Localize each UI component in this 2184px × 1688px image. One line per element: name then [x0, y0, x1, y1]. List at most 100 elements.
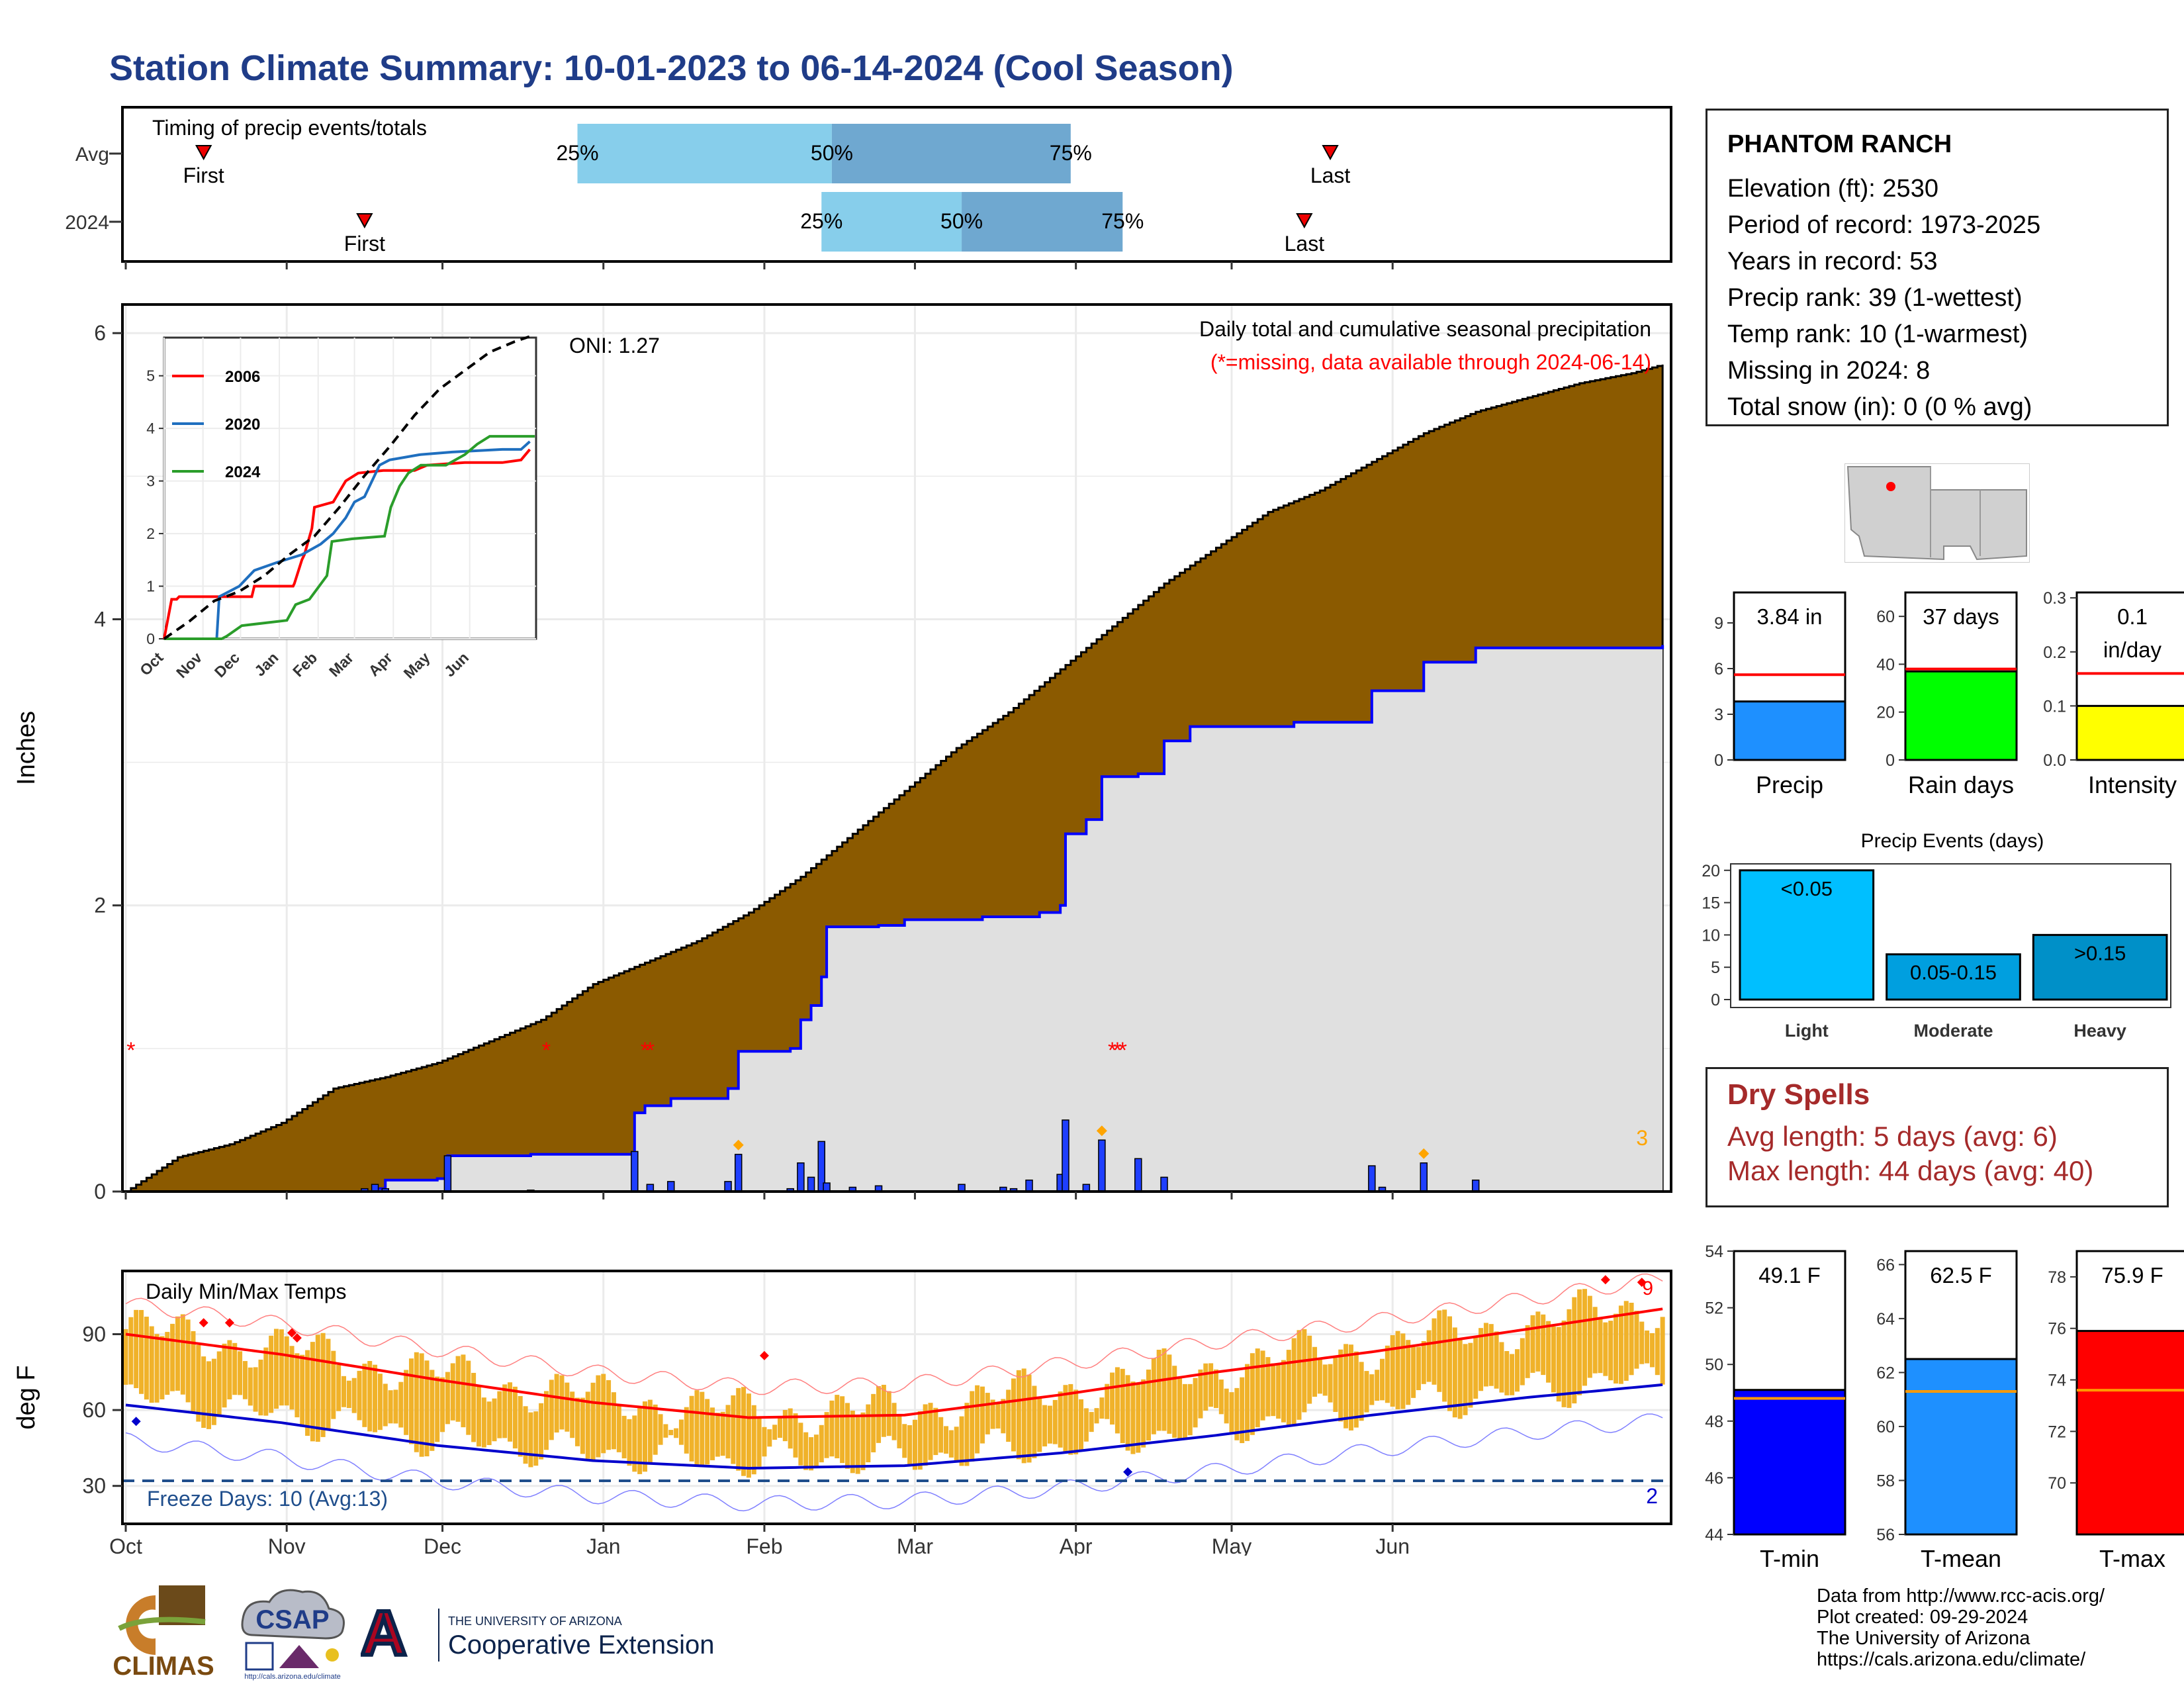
- temp-daily-bar: [393, 1389, 398, 1424]
- temp-daily-bar: [1375, 1370, 1380, 1401]
- temp-daily-bar: [263, 1347, 269, 1416]
- summary-y-tick-label: 44: [1705, 1526, 1723, 1544]
- temp-daily-bar: [700, 1391, 705, 1468]
- timing-last-marker: [1296, 213, 1313, 229]
- precip-events-bar-label: <0.05: [1781, 877, 1833, 900]
- temp-daily-bar: [1634, 1311, 1639, 1369]
- credit-date: Plot created: 09-29-2024: [1817, 1607, 2028, 1628]
- temp-daily-bar: [1042, 1405, 1048, 1447]
- timing-p75-label: 75%: [1101, 209, 1144, 233]
- temp-daily-bar: [289, 1346, 295, 1410]
- temp-daily-bar: [694, 1390, 700, 1467]
- temp-daily-bar: [1333, 1358, 1338, 1412]
- temp-daily-bar: [559, 1375, 565, 1430]
- temp-daily-bar: [954, 1427, 959, 1463]
- temp-daily-bar: [331, 1350, 336, 1419]
- temp-daily-bars: [123, 1289, 1665, 1478]
- temp-daily-bar: [653, 1404, 658, 1455]
- freeze-days-label: Freeze Days: 10 (Avg:13): [147, 1487, 388, 1511]
- temp-daily-bar: [445, 1372, 450, 1425]
- temp-daily-bar: [616, 1405, 621, 1452]
- temp-daily-bar: [367, 1361, 373, 1432]
- temp-daily-bar: [897, 1415, 902, 1448]
- precip-events-y-tick-label: 20: [1702, 862, 1720, 880]
- temp-daily-bar: [1167, 1354, 1172, 1434]
- temp-daily-bar: [549, 1380, 554, 1440]
- temp-daily-bar: [1110, 1372, 1115, 1425]
- temp-daily-bar: [819, 1425, 824, 1463]
- temp-daily-bar: [1265, 1357, 1271, 1417]
- summary-y-tick-label: 0.3: [2043, 589, 2066, 608]
- temp-daily-bar: [596, 1375, 601, 1458]
- temp-daily-bar: [1525, 1325, 1530, 1378]
- credit-university: The University of Arizona: [1817, 1628, 2030, 1649]
- temp-daily-bar: [1618, 1305, 1623, 1384]
- precip-missing-note: (*=missing, data available through 2024-…: [1210, 350, 1651, 374]
- temp-daily-bar: [829, 1400, 835, 1457]
- temp-daily-bar: [1026, 1374, 1032, 1463]
- temp-x-tick-label: Jan: [586, 1534, 621, 1556]
- temp-daily-bar: [357, 1370, 362, 1421]
- temp-daily-bar: [1369, 1374, 1375, 1405]
- temp-daily-bar: [1649, 1333, 1655, 1368]
- precip-missing-marker: *: [542, 1038, 551, 1063]
- summary-y-tick-label: 0.2: [2043, 643, 2066, 662]
- temp-daily-bar: [948, 1430, 954, 1458]
- temp-daily-bar: [1639, 1321, 1645, 1364]
- timing-bar-lower: [577, 124, 832, 183]
- precip-event-marker: [1418, 1148, 1430, 1159]
- temp-daily-bar: [320, 1333, 326, 1437]
- temp-daily-bar: [1603, 1322, 1608, 1376]
- svg-text:CLIMAS: CLIMAS: [113, 1652, 214, 1681]
- inset-series-2024: [164, 435, 535, 640]
- temp-daily-bar: [398, 1382, 404, 1428]
- temp-daily-bar: [269, 1335, 274, 1413]
- precip-events-y-tick-label: 0: [1711, 991, 1720, 1009]
- temp-daily-bar: [762, 1427, 767, 1457]
- temp-daily-bar: [767, 1429, 772, 1447]
- precip-daily-bar: [724, 1181, 732, 1192]
- temp-daily-bar: [1052, 1399, 1058, 1444]
- temp-daily-bar: [528, 1412, 533, 1468]
- temp-y-tick-label: 30: [82, 1474, 106, 1498]
- dry-spells-max: Max length: 44 days (avg: 40): [1727, 1155, 2094, 1186]
- temp-daily-bar: [404, 1370, 409, 1435]
- temp-daily-bar: [580, 1397, 585, 1454]
- temp-daily-bar: [1255, 1348, 1260, 1428]
- temp-daily-bar: [788, 1408, 793, 1449]
- temp-daily-bar: [1343, 1344, 1349, 1429]
- credits: Data from http://www.rcc-acis.org/ Plot …: [1817, 1585, 2105, 1670]
- temp-daily-bar: [310, 1342, 315, 1442]
- temp-daily-bar: [684, 1407, 689, 1454]
- summary-value-label: 3.84 in: [1756, 604, 1822, 629]
- temp-daily-bar: [533, 1411, 539, 1466]
- station-precip-rank: Precip rank: 39 (1-wettest): [1727, 284, 2023, 312]
- timing-chart: Timing of precip events/totals Avg 25% 50% 7…: [65, 106, 1672, 269]
- inset-legend-label: 2024: [225, 463, 261, 481]
- precip-2024-cumulative-line: [126, 645, 1664, 1193]
- temp-record-low-marker: [131, 1417, 141, 1427]
- timing-first-marker: [195, 145, 212, 161]
- temp-daily-bar: [346, 1380, 351, 1409]
- temp-daily-bar: [144, 1317, 149, 1400]
- temp-daily-bar: [1208, 1363, 1214, 1407]
- timing-p25-label: 25%: [800, 209, 842, 233]
- temp-daily-bar: [850, 1411, 855, 1474]
- temp-summary-charts: 44 46 48 50 52 54 49.1 F T-min 56 58 60 62 64 66 62.5 …: [1705, 1243, 2184, 1572]
- temp-daily-bar: [975, 1385, 980, 1454]
- precip-daily-bar: [1098, 1139, 1106, 1192]
- precip-missing-marker: *: [646, 1038, 655, 1063]
- temp-daily-bar: [1094, 1408, 1099, 1424]
- temp-daily-bar: [1390, 1335, 1395, 1407]
- temp-daily-bar: [1338, 1349, 1343, 1422]
- temp-daily-bar: [1592, 1307, 1598, 1374]
- oni-label: ONI: 1.27: [569, 334, 660, 357]
- temp-daily-bar: [284, 1336, 289, 1406]
- precip-daily-bar: [1160, 1176, 1168, 1192]
- temp-daily-bar: [373, 1364, 378, 1432]
- timing-first-label: First: [183, 164, 224, 187]
- temp-daily-bar: [1400, 1333, 1406, 1409]
- temp-daily-bar: [1125, 1375, 1130, 1451]
- credit-url: https://cals.arizona.edu/climate/: [1817, 1649, 2086, 1670]
- temp-daily-bar: [508, 1382, 513, 1442]
